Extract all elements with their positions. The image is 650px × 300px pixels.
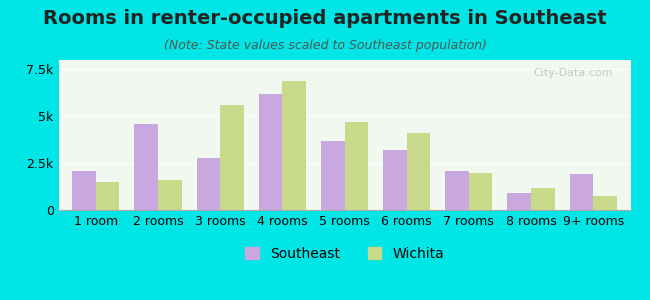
Bar	[72, 171, 96, 210]
Bar	[569, 174, 593, 210]
Text: Rooms in renter-occupied apartments in Southeast: Rooms in renter-occupied apartments in S…	[43, 9, 607, 28]
Bar	[531, 188, 554, 210]
Bar	[445, 171, 469, 210]
Text: City-Data.com: City-Data.com	[534, 68, 614, 77]
Bar	[282, 81, 306, 210]
Bar	[259, 94, 282, 210]
Bar	[593, 196, 617, 210]
Legend: Southeast, Wichita: Southeast, Wichita	[239, 241, 450, 266]
Bar	[344, 122, 368, 210]
Bar	[321, 141, 345, 210]
Bar	[407, 133, 430, 210]
Bar	[135, 124, 158, 210]
Bar	[383, 150, 407, 210]
Bar	[220, 105, 244, 210]
Bar	[158, 180, 181, 210]
Bar	[96, 182, 120, 210]
Text: (Note: State values scaled to Southeast population): (Note: State values scaled to Southeast …	[164, 39, 486, 52]
Bar	[469, 172, 493, 210]
Bar	[196, 158, 220, 210]
Bar	[508, 193, 531, 210]
